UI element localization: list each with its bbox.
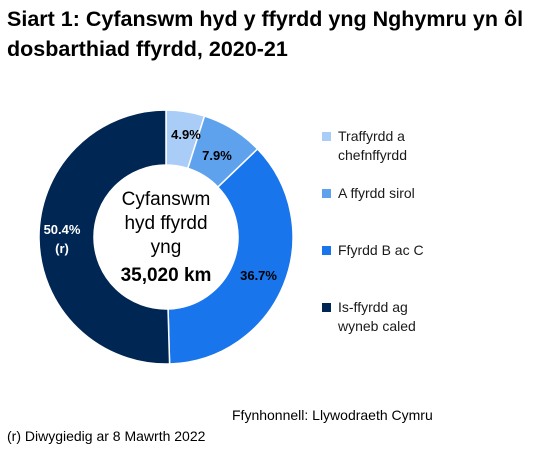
revision-footnote: (r) Diwygiedig ar 8 Mawrth 2022 bbox=[7, 428, 206, 444]
legend-swatch bbox=[322, 246, 331, 255]
slice-data-label: 4.9% bbox=[171, 127, 201, 142]
slice-data-label: 50.4% bbox=[44, 222, 81, 237]
donut-slice bbox=[167, 147, 294, 365]
slice-labels: 4.9%7.9% 36.7% 50.4% (r) bbox=[44, 127, 278, 283]
chart-title: Siart 1: Cyfanswm hyd y ffyrdd yng Nghym… bbox=[7, 7, 524, 61]
center-total: 35,020 km bbox=[121, 265, 212, 286]
slice-data-label: 7.9% bbox=[202, 148, 232, 163]
legend-label: Ffyrdd B ac C bbox=[338, 242, 424, 258]
center-line-1: Cyfanswm bbox=[122, 189, 211, 210]
legend-label: A ffyrdd sirol bbox=[338, 185, 415, 201]
center-line-3: yng bbox=[151, 237, 182, 258]
slice-data-label: 36.7% bbox=[240, 268, 277, 283]
donut-slices bbox=[38, 109, 294, 365]
center-line-2: hyd ffyrdd bbox=[124, 213, 207, 234]
donut-slice bbox=[38, 109, 171, 365]
legend-swatch bbox=[322, 303, 331, 312]
legend-swatch bbox=[322, 189, 331, 198]
source-note: Ffynhonnell: Llywodraeth Cymru bbox=[232, 407, 433, 423]
legend-label: Traffyrdd a chefnffyrdd bbox=[338, 128, 408, 163]
slice-data-label: (r) bbox=[55, 241, 69, 256]
legend-label: Is-ffyrdd ag wyneb caled bbox=[338, 299, 416, 334]
legend-swatch bbox=[322, 132, 331, 141]
